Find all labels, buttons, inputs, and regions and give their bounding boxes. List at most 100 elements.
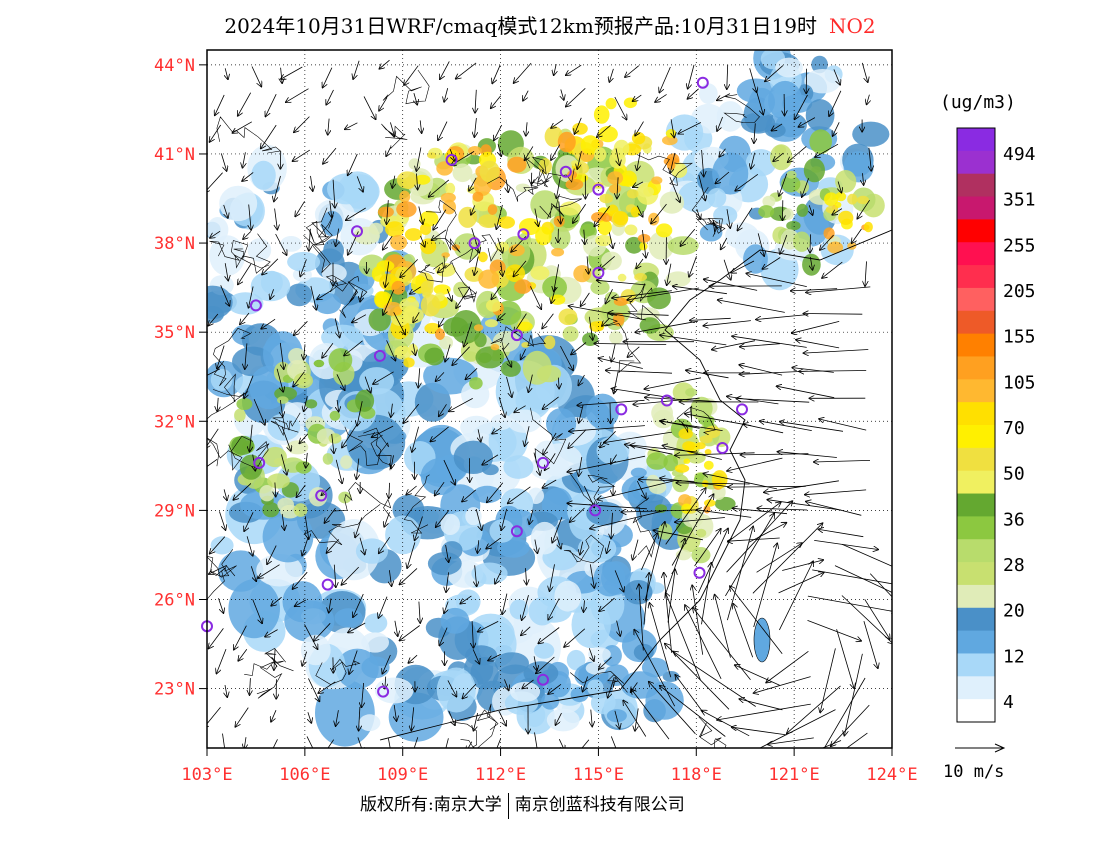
field-mid [665, 271, 691, 288]
field-high [559, 201, 582, 216]
wind-vector [736, 399, 810, 403]
map-title: 2024年10月31日WRF/cmaq模式12km预报产品:10月31日19时 N… [0, 10, 1100, 39]
wind-vector [495, 570, 502, 584]
boundary-line [207, 435, 254, 471]
wind-vector [814, 460, 871, 462]
wind-vector [261, 318, 276, 329]
wind-vector [841, 543, 892, 567]
wind-vector [439, 317, 445, 327]
boundary-line [339, 281, 368, 318]
wind-vector [265, 629, 278, 637]
wind-vector [400, 259, 418, 277]
field-high [617, 273, 627, 282]
wind-vector [580, 541, 583, 555]
wind-vector [250, 424, 253, 452]
field-low [364, 613, 388, 633]
wind-vector [634, 630, 676, 707]
island [753, 617, 771, 663]
wind-vector [653, 530, 703, 541]
city-marker [321, 578, 334, 591]
wind-vector [809, 205, 812, 215]
wind-vector [612, 290, 672, 298]
wind-vector [831, 704, 870, 746]
wind-vector [538, 627, 560, 644]
field-high [599, 193, 614, 204]
wind-vector [660, 686, 726, 737]
wind-vector [833, 69, 840, 84]
coastline [379, 229, 892, 741]
field-high [402, 177, 415, 190]
wind-vector [293, 371, 305, 387]
wind-vector [475, 565, 477, 586]
wind-vector [335, 459, 342, 483]
wind-vector [802, 178, 809, 197]
wind-vector [807, 595, 892, 612]
wind-vector [650, 603, 672, 678]
map-frame [206, 49, 893, 749]
field-high [682, 441, 695, 452]
field-low [436, 667, 476, 713]
wind-vector [327, 539, 339, 552]
wind-vector [550, 564, 555, 591]
wind-vector [670, 152, 676, 173]
field-low [280, 236, 302, 252]
field-high [420, 294, 441, 317]
field-high [823, 227, 835, 240]
wind-vector [567, 455, 646, 472]
wind-vector [764, 480, 839, 493]
wind-vector [628, 346, 640, 357]
wind-vector [352, 314, 367, 323]
wind-vector [588, 648, 594, 661]
boundary-line [244, 648, 286, 676]
field-low [775, 57, 803, 78]
field-low [743, 244, 768, 274]
wind-vector [597, 480, 674, 500]
colorbar-swatch [957, 310, 995, 335]
wind-vector [389, 482, 390, 498]
wind-vector [667, 570, 675, 623]
field-mid [453, 281, 469, 298]
wind-vector [716, 171, 730, 183]
wind-vector [209, 564, 227, 574]
lat-tick-label: 32°N [154, 412, 195, 432]
wind-vector [207, 368, 221, 378]
field-low [811, 55, 828, 74]
wind-vector [444, 601, 449, 614]
wind-vector [869, 147, 871, 171]
field-mid [328, 433, 342, 444]
wind-vector [569, 425, 645, 432]
wind-vector [276, 368, 283, 392]
wind-vector [308, 678, 319, 701]
wind-vector [234, 625, 247, 650]
field-mid [329, 410, 341, 421]
wind-vector [249, 286, 254, 308]
lon-tick-label: 106°E [279, 765, 330, 785]
colorbar-swatch [957, 196, 995, 220]
wind-vector [251, 66, 261, 87]
wind-vector [282, 513, 284, 530]
colorbar-swatch [957, 173, 995, 198]
wind-vector [614, 96, 627, 120]
field-high [626, 189, 639, 199]
field-low [528, 596, 556, 626]
wind-vector [679, 122, 701, 134]
field-low [740, 112, 776, 134]
wind-vector [677, 483, 750, 484]
boundary-line [418, 262, 444, 283]
wind-vector [820, 648, 836, 712]
field-mid [672, 474, 689, 493]
wind-vector [805, 489, 867, 495]
wind-vector [754, 676, 811, 694]
wind-vector [404, 65, 419, 85]
city-marker [693, 566, 706, 579]
wind-vector [215, 94, 225, 115]
field-high [565, 178, 584, 191]
wind-vector [412, 426, 419, 452]
wind-vector [360, 290, 362, 302]
field-low [334, 608, 363, 628]
field-mid [515, 183, 531, 193]
field-low [713, 205, 738, 225]
wind-vector [836, 629, 854, 688]
wind-vector [702, 149, 704, 176]
